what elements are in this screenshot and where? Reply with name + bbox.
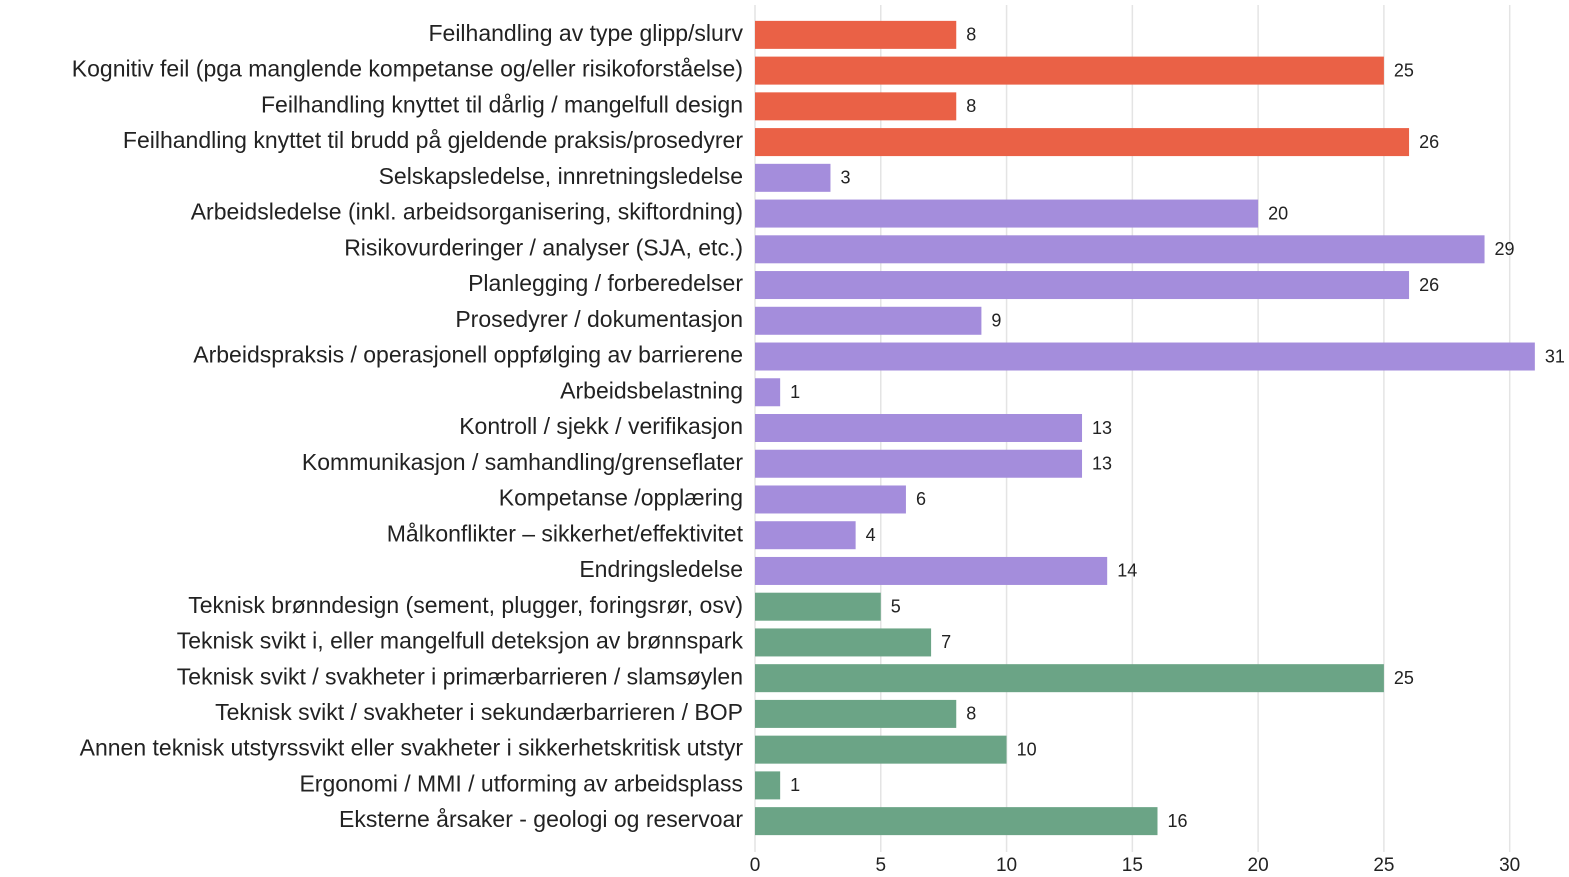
category-label: Endringsledelse xyxy=(579,556,743,582)
data-label: 26 xyxy=(1419,132,1439,152)
data-label: 5 xyxy=(891,596,901,616)
data-label: 14 xyxy=(1117,561,1137,581)
x-tick-label: 20 xyxy=(1248,855,1269,876)
category-label: Feilhandling knyttet til dårlig / mangel… xyxy=(261,91,743,117)
bar xyxy=(755,735,1007,764)
x-tick-label: 25 xyxy=(1373,855,1394,876)
bar xyxy=(755,163,831,192)
category-label: Kommunikasjon / samhandling/grenseflater xyxy=(302,449,743,475)
data-label: 26 xyxy=(1419,275,1439,295)
category-label: Selskapsledelse, innretningsledelse xyxy=(379,163,743,189)
category-label: Teknisk svikt i, eller mangelfull deteks… xyxy=(177,628,744,654)
category-label: Feilhandling knyttet til brudd på gjelde… xyxy=(123,127,743,153)
bar xyxy=(755,592,881,621)
data-label: 10 xyxy=(1017,739,1037,759)
bar xyxy=(755,271,1410,300)
category-label: Kompetanse /opplæring xyxy=(499,485,743,511)
bar xyxy=(755,199,1259,228)
category-label: Kognitiv feil (pga manglende kompetanse … xyxy=(72,56,743,82)
bar xyxy=(755,485,906,514)
bar xyxy=(755,128,1410,157)
x-tick-label: 10 xyxy=(996,855,1017,876)
category-label: Eksterne årsaker - geologi og reservoar xyxy=(339,806,743,832)
bar xyxy=(755,306,982,335)
data-label: 3 xyxy=(840,168,850,188)
bar xyxy=(755,342,1535,371)
category-label: Teknisk brønndesign (sement, plugger, fo… xyxy=(188,592,743,618)
data-label: 13 xyxy=(1092,453,1112,473)
data-label: 16 xyxy=(1168,811,1188,831)
data-label: 25 xyxy=(1394,60,1414,80)
bar xyxy=(755,235,1485,264)
bar xyxy=(755,699,957,728)
category-label: Målkonflikter – sikkerhet/effektivitet xyxy=(387,520,744,546)
data-label: 1 xyxy=(790,382,800,402)
data-label: 25 xyxy=(1394,668,1414,688)
x-tick-label: 30 xyxy=(1499,855,1520,876)
x-tick-label: 0 xyxy=(750,855,761,876)
data-label: 4 xyxy=(866,525,876,545)
data-label: 13 xyxy=(1092,418,1112,438)
category-label: Arbeidsledelse (inkl. arbeidsorganiserin… xyxy=(191,199,743,225)
category-label: Kontroll / sjekk / verifikasjon xyxy=(459,413,743,439)
bar xyxy=(755,521,856,550)
category-label: Teknisk svikt / svakheter i primærbarrie… xyxy=(177,663,743,689)
category-label: Feilhandling av type glipp/slurv xyxy=(428,20,743,46)
data-label: 8 xyxy=(966,704,976,724)
data-label: 1 xyxy=(790,775,800,795)
bar xyxy=(755,664,1384,693)
category-label: Annen teknisk utstyrssvikt eller svakhet… xyxy=(80,735,744,761)
category-label: Prosedyrer / dokumentasjon xyxy=(455,306,743,332)
x-tick-label: 15 xyxy=(1122,855,1143,876)
bar xyxy=(755,56,1384,85)
bar xyxy=(755,92,957,121)
bar xyxy=(755,414,1083,442)
category-label: Teknisk svikt / svakheter i sekundærbarr… xyxy=(215,699,743,725)
data-label: 29 xyxy=(1495,239,1515,259)
bar xyxy=(755,378,781,407)
category-label: Risikovurderinger / analyser (SJA, etc.) xyxy=(344,234,743,260)
bar xyxy=(755,20,957,49)
category-label: Arbeidspraksis / operasjonell oppfølging… xyxy=(193,342,743,368)
data-label: 7 xyxy=(941,632,951,652)
bar xyxy=(755,807,1158,836)
data-label: 8 xyxy=(966,25,976,45)
bar xyxy=(755,771,781,800)
category-label: Arbeidsbelastning xyxy=(560,377,743,403)
bar xyxy=(755,556,1108,585)
bar xyxy=(755,628,932,657)
data-label: 9 xyxy=(991,311,1001,331)
data-label: 20 xyxy=(1268,203,1288,223)
data-label: 8 xyxy=(966,96,976,116)
category-label: Planlegging / forberedelser xyxy=(468,270,743,296)
x-tick-label: 5 xyxy=(875,855,886,876)
bar xyxy=(755,449,1083,478)
data-label: 31 xyxy=(1545,346,1565,366)
category-label: Ergonomi / MMI / utforming av arbeidspla… xyxy=(299,770,743,796)
data-label: 6 xyxy=(916,489,926,509)
